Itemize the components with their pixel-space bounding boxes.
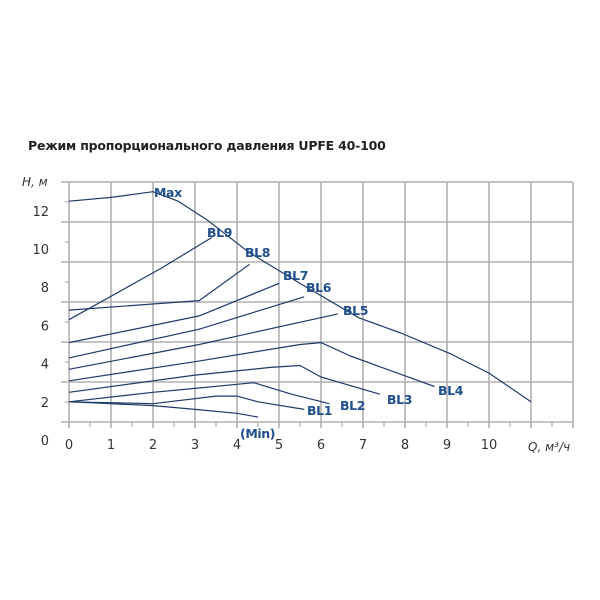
curve-label: BL6 (306, 280, 332, 295)
chart-title: Режим пропорционального давления UPFE 40… (28, 138, 386, 153)
x-axis-title: Q, м³/ч (528, 440, 570, 454)
y-axis-title: H, м (22, 175, 48, 189)
y-tick-label: 12 (32, 205, 49, 220)
curve-label: (Min) (240, 426, 275, 441)
curve-label: BL5 (343, 303, 368, 318)
x-tick-label: 9 (443, 438, 451, 453)
curve-label: BL1 (307, 403, 332, 418)
curve-bl2 (68, 382, 330, 405)
x-tick-label: 10 (481, 438, 498, 453)
curve-bl6 (68, 296, 305, 359)
y-tick-label: 10 (32, 243, 49, 258)
curve-bl5 (68, 313, 338, 370)
curve-bl7 (68, 282, 280, 344)
curve-label: BL8 (245, 245, 270, 260)
curve-bl8 (68, 263, 250, 311)
curve-label: BL9 (207, 225, 232, 240)
y-tick-label: 0 (41, 434, 49, 449)
y-tick-label: 8 (41, 281, 49, 296)
x-tick-label: 2 (149, 438, 157, 453)
curve-label: BL2 (340, 398, 365, 413)
curve-min (68, 401, 259, 418)
x-tick-label: 1 (107, 438, 115, 453)
curve-bl9 (68, 236, 213, 321)
curve-label: BL3 (387, 392, 412, 407)
x-tick-label: 8 (401, 438, 409, 453)
y-tick-label: 4 (41, 358, 49, 373)
x-tick-label: 4 (233, 438, 241, 453)
curve-bl1 (68, 395, 305, 410)
y-tick-label: 6 (41, 319, 49, 334)
curve-label: BL7 (283, 268, 308, 283)
x-tick-label: 5 (275, 438, 283, 453)
curve-label: BL4 (438, 383, 464, 398)
curve-bl4 (68, 342, 435, 388)
curve-label: Max (154, 185, 182, 200)
y-tick-label: 2 (41, 396, 49, 411)
x-tick-label: 0 (65, 438, 73, 453)
curve-max (68, 191, 532, 403)
curve-bl3 (68, 364, 380, 395)
x-tick-label: 6 (317, 438, 325, 453)
x-tick-label: 7 (359, 438, 367, 453)
x-tick-label: 3 (191, 438, 199, 453)
